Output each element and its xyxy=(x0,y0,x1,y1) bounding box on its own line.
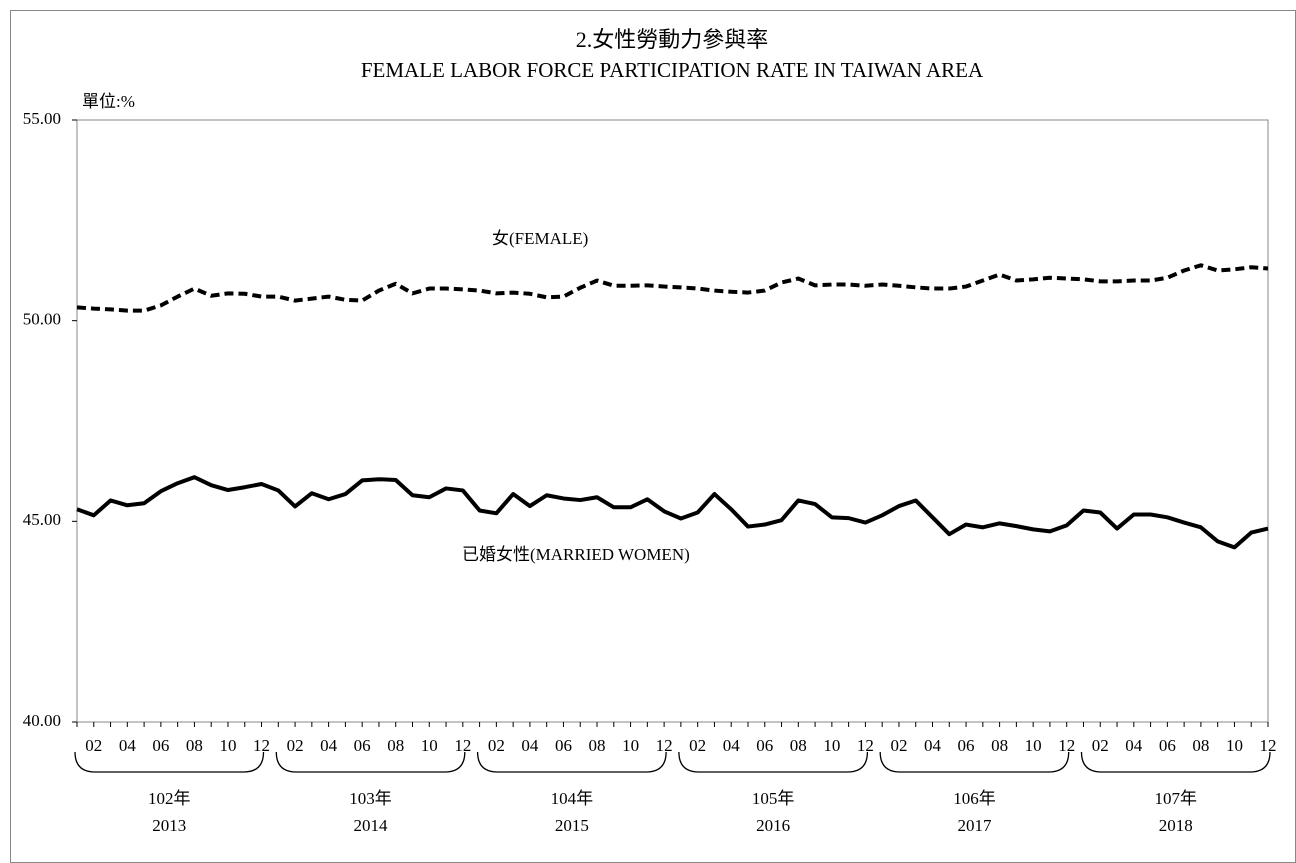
x-tick-label: 10 xyxy=(823,736,840,755)
year-label: 107年 xyxy=(1154,789,1197,808)
unit-label: 單位:% xyxy=(82,92,135,111)
year-brace xyxy=(275,751,466,773)
x-tick-label: 10 xyxy=(1025,736,1042,755)
year-label: 102年 xyxy=(148,789,191,808)
year-label: 104年 xyxy=(551,789,594,808)
year-brace xyxy=(678,751,869,773)
x-tick-label: 08 xyxy=(186,736,203,755)
chart-subtitle: FEMALE LABOR FORCE PARTICIPATION RATE IN… xyxy=(361,58,984,82)
year-label: 103年 xyxy=(349,789,392,808)
series-line xyxy=(76,263,1269,313)
plot-area xyxy=(76,119,1269,723)
x-tick-label: 12 xyxy=(1260,736,1277,755)
series-label: 女(FEMALE) xyxy=(492,229,588,248)
x-tick-label: 12 xyxy=(1058,736,1075,755)
x-tick-label: 02 xyxy=(689,736,706,755)
frame xyxy=(10,10,1296,863)
x-tick-label: 02 xyxy=(890,736,907,755)
x-tick-label: 02 xyxy=(488,736,505,755)
y-tick-label: 55.00 xyxy=(23,109,61,128)
series-line xyxy=(76,475,1269,550)
year-label-ad: 2013 xyxy=(152,816,186,835)
year-label: 106年 xyxy=(953,789,996,808)
x-tick-label: 08 xyxy=(589,736,606,755)
x-tick-label: 12 xyxy=(454,736,471,755)
x-tick-label: 08 xyxy=(790,736,807,755)
x-tick-label: 06 xyxy=(354,736,371,755)
x-tick-label: 04 xyxy=(924,736,942,755)
chart-title: 2.女性勞動力參與率 xyxy=(576,27,769,52)
x-tick-label: 06 xyxy=(1159,736,1176,755)
x-tick-label: 08 xyxy=(991,736,1008,755)
x-tick-label: 08 xyxy=(1192,736,1209,755)
x-tick-label: 06 xyxy=(555,736,572,755)
x-tick-label: 02 xyxy=(287,736,304,755)
x-tick-label: 10 xyxy=(1226,736,1243,755)
year-label-ad: 2014 xyxy=(354,816,389,835)
x-tick-label: 04 xyxy=(521,736,539,755)
year-label-ad: 2015 xyxy=(555,816,589,835)
y-tick-label: 50.00 xyxy=(23,310,61,329)
x-tick-label: 04 xyxy=(723,736,741,755)
year-brace xyxy=(74,751,265,773)
x-tick-label: 10 xyxy=(421,736,438,755)
series-label: 已婚女性(MARRIED WOMEN) xyxy=(462,545,690,564)
x-tick-label: 04 xyxy=(119,736,137,755)
x-tick-label: 02 xyxy=(85,736,102,755)
year-brace xyxy=(476,751,667,773)
year-label-ad: 2018 xyxy=(1159,816,1193,835)
x-tick-label: 12 xyxy=(253,736,270,755)
x-tick-label: 08 xyxy=(387,736,404,755)
year-brace xyxy=(1080,751,1271,773)
year-label-ad: 2016 xyxy=(756,816,790,835)
x-tick-label: 06 xyxy=(958,736,975,755)
y-tick-label: 45.00 xyxy=(23,510,61,529)
year-label: 105年 xyxy=(752,789,795,808)
year-label-ad: 2017 xyxy=(957,816,992,835)
x-tick-label: 04 xyxy=(320,736,338,755)
x-tick-label: 06 xyxy=(152,736,169,755)
x-tick-label: 06 xyxy=(756,736,773,755)
x-tick-label: 12 xyxy=(857,736,874,755)
x-tick-label: 12 xyxy=(656,736,673,755)
y-tick-label: 40.00 xyxy=(23,711,61,730)
x-tick-label: 04 xyxy=(1125,736,1143,755)
x-tick-label: 02 xyxy=(1092,736,1109,755)
x-tick-label: 10 xyxy=(622,736,639,755)
x-tick-label: 10 xyxy=(219,736,236,755)
year-brace xyxy=(879,751,1070,773)
